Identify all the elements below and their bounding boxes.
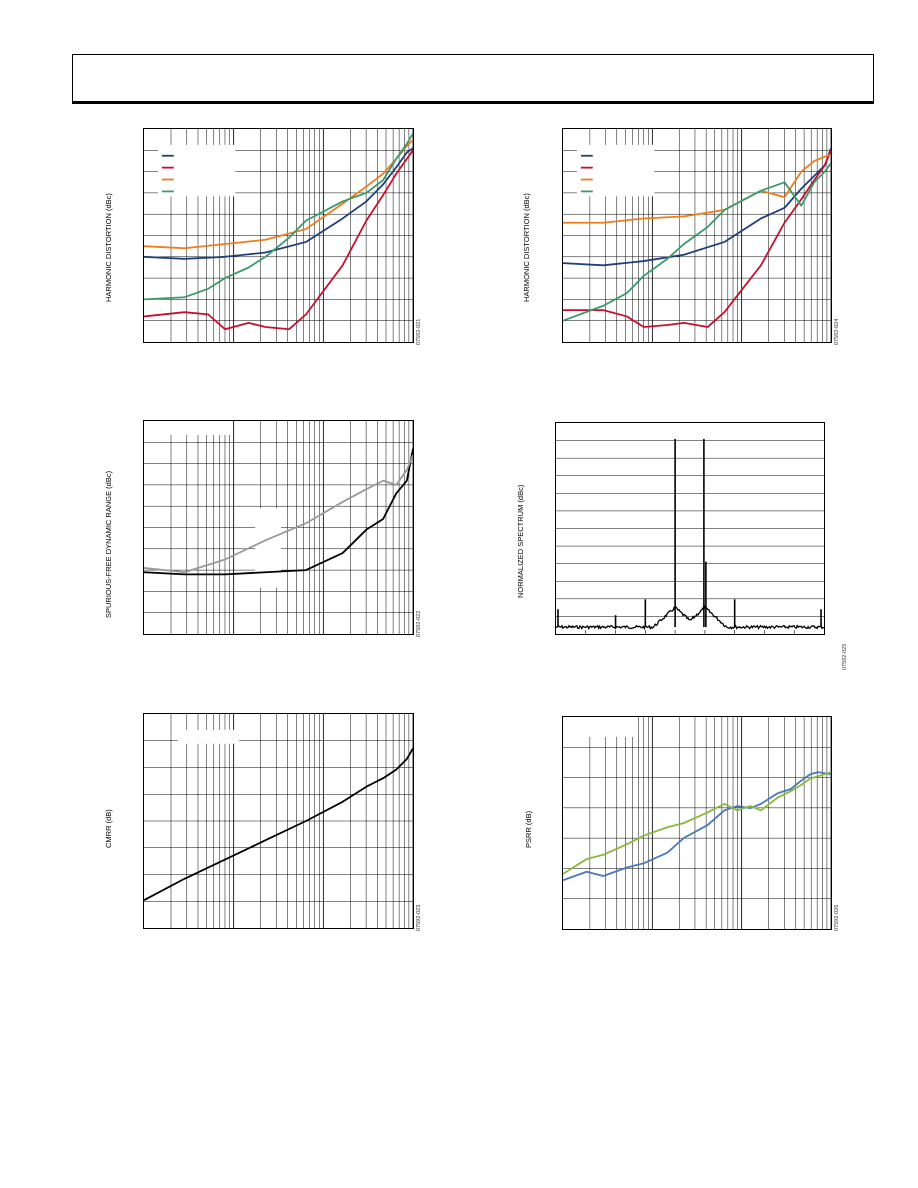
ylabel-spectrum: NORMALIZED SPECTRUM (dBc): [516, 484, 525, 598]
harmonic-distortion-chart-1: [143, 128, 414, 343]
figure-id-hd2: 07592-024: [834, 318, 840, 345]
series-line-0: [563, 771, 831, 882]
legend-blank: [177, 729, 240, 744]
series-line-1: [144, 149, 413, 331]
series-line-0: [144, 747, 413, 901]
grid: [556, 440, 824, 617]
series-line-1: [563, 149, 831, 328]
x-ticks: [585, 630, 795, 634]
legend-blank: [586, 717, 635, 737]
normalized-spectrum-chart: [555, 422, 825, 635]
spectrum-noise-floor: [556, 605, 824, 631]
legend-box: [157, 144, 236, 197]
series-line-0: [144, 448, 413, 576]
ylabel-cmrr: CMRR (dB): [104, 809, 113, 848]
series-line-1: [563, 771, 831, 875]
legend: [157, 144, 236, 197]
harmonic-distortion-chart-2: [562, 128, 832, 343]
series-line-0: [144, 147, 413, 260]
series-line-3: [144, 132, 413, 301]
chart-svg-sfdr: [144, 421, 413, 634]
series-line-3: [563, 162, 831, 322]
ylabel-sfdr: SPURIOUS-FREE DYNAMIC RANGE (dBc): [104, 470, 113, 618]
ylabel-psrr: PSRR (dB): [524, 810, 533, 848]
figure-id-cmrr: 07592-023: [416, 904, 422, 931]
legend-box: [576, 144, 655, 197]
ylabel-hd1: HARMONIC DISTORTION (dBc): [104, 193, 113, 302]
legend-blank: [169, 421, 232, 435]
figure-id-spectrum: 07592-025: [842, 643, 848, 670]
ylabel-hd2: HARMONIC DISTORTION (dBc): [522, 193, 531, 302]
annotation-blank: [255, 508, 281, 588]
series-line-1: [144, 454, 413, 574]
chart-svg-psrr: [563, 717, 831, 929]
chart-svg-hd1: [144, 129, 413, 342]
legend: [576, 144, 655, 197]
grid: [563, 717, 831, 929]
sfdr-chart: [143, 420, 414, 635]
figure-id-sfdr: 07592-022: [416, 610, 422, 637]
chart-svg-spectrum: [556, 438, 824, 634]
chart-svg-cmrr: [144, 714, 413, 928]
chart-svg-hd2: [563, 129, 831, 342]
cmrr-chart: [143, 713, 414, 929]
page-header-box: [72, 54, 874, 104]
figure-id-hd1: 07592-021: [416, 318, 422, 345]
grid: [144, 714, 413, 928]
figure-id-psrr: 07592-026: [834, 904, 840, 931]
series-line-0: [563, 147, 831, 267]
psrr-chart: [562, 716, 832, 930]
